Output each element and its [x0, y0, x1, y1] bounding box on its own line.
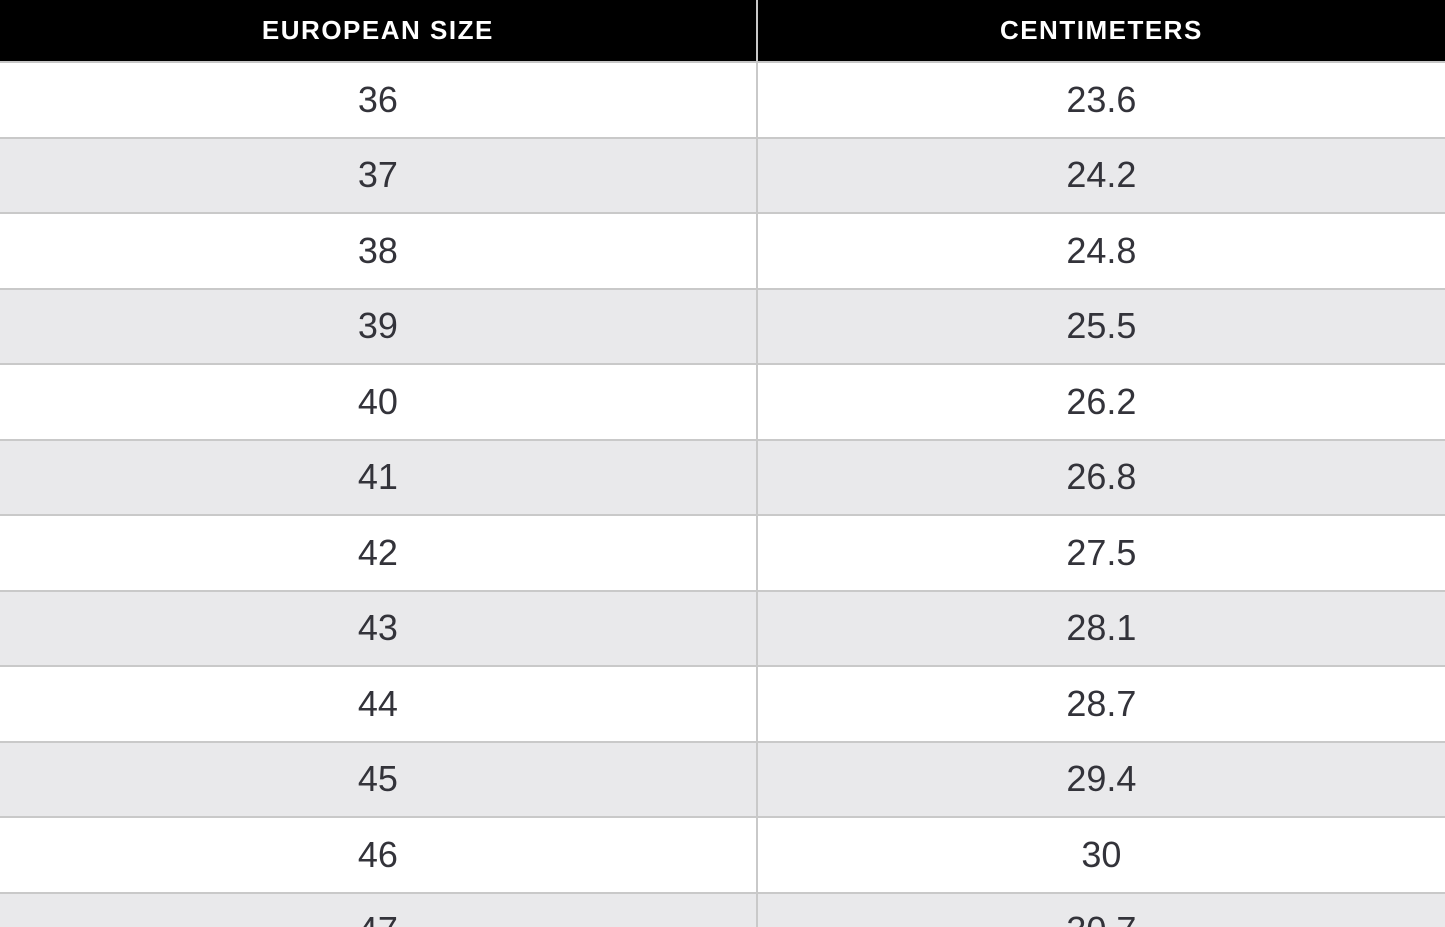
size-cell: 44 [0, 666, 758, 743]
size-cell: 37 [0, 137, 758, 214]
table-row: 39 25.5 [0, 288, 1445, 365]
size-cell: 47 [0, 892, 758, 927]
size-cell: 41 [0, 439, 758, 516]
size-cell: 45 [0, 741, 758, 818]
size-chart-header: EUROPEAN SIZE CENTIMETERS [0, 0, 1445, 63]
size-chart-body: 36 23.6 37 24.2 38 24.8 39 25.5 40 26.2 41 26.8 42 27… [0, 62, 1445, 927]
size-cell: 39 [0, 288, 758, 365]
cm-cell: 28.1 [756, 590, 1445, 667]
cm-cell: 27.5 [756, 515, 1445, 592]
table-row: 36 23.6 [0, 62, 1445, 139]
table-row: 46 30 [0, 817, 1445, 894]
cm-cell: 30.7 [756, 892, 1445, 927]
cm-cell: 28.7 [756, 666, 1445, 743]
table-row: 44 28.7 [0, 666, 1445, 743]
size-cell: 40 [0, 364, 758, 441]
table-row: 38 24.8 [0, 213, 1445, 290]
cm-cell: 30 [756, 817, 1445, 894]
size-cell: 36 [0, 62, 758, 139]
header-centimeters: CENTIMETERS [756, 0, 1445, 63]
table-row: 37 24.2 [0, 137, 1445, 214]
cm-cell: 29.4 [756, 741, 1445, 818]
cm-cell: 26.8 [756, 439, 1445, 516]
size-cell: 43 [0, 590, 758, 667]
cm-cell: 24.8 [756, 213, 1445, 290]
table-row: 42 27.5 [0, 515, 1445, 592]
table-row: 41 26.8 [0, 439, 1445, 516]
cm-cell: 25.5 [756, 288, 1445, 365]
size-cell: 46 [0, 817, 758, 894]
size-cell: 38 [0, 213, 758, 290]
table-row: 43 28.1 [0, 590, 1445, 667]
header-row: EUROPEAN SIZE CENTIMETERS [0, 0, 1445, 63]
header-european-size: EUROPEAN SIZE [0, 0, 758, 63]
table-row: 40 26.2 [0, 364, 1445, 441]
cm-cell: 24.2 [756, 137, 1445, 214]
cm-cell: 23.6 [756, 62, 1445, 139]
size-cell: 42 [0, 515, 758, 592]
table-row: 4730.7 [0, 892, 1445, 927]
cm-cell: 26.2 [756, 364, 1445, 441]
table-row: 45 29.4 [0, 741, 1445, 818]
